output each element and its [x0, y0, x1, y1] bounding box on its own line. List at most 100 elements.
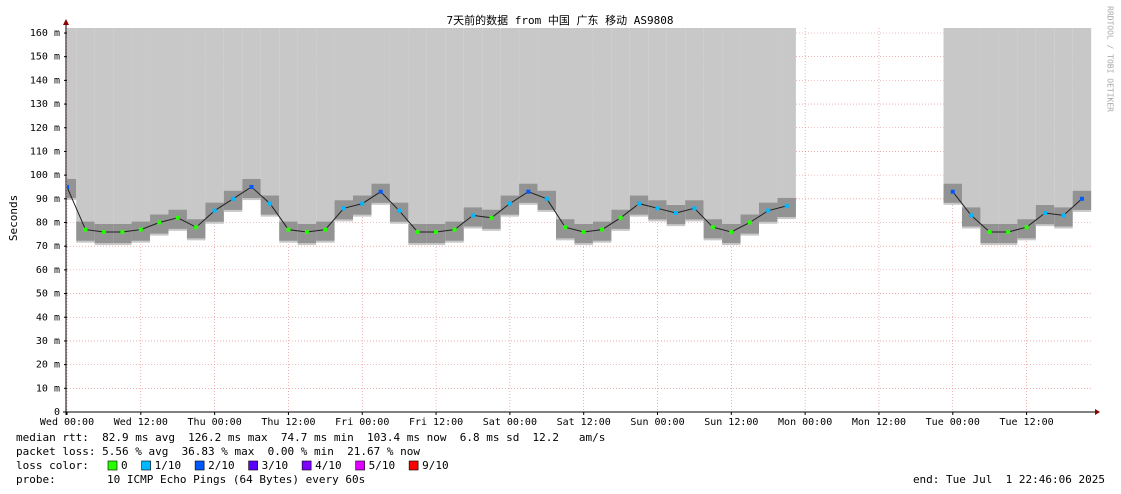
chart-title: 7天前的数据 from 中国 广东 移动 AS9808: [447, 13, 674, 27]
smoke: [426, 28, 446, 246]
legend-label: 1/10: [155, 459, 182, 472]
legend-label: 5/10: [369, 459, 396, 472]
y-tick-label: 10 m: [36, 383, 60, 394]
watermark: RRDTOOL / TOBI OETIKER: [1106, 6, 1115, 112]
smoke: [113, 28, 132, 246]
median-point: [1061, 213, 1066, 218]
smoke: [1054, 28, 1073, 229]
y-tick-label: 160 m: [30, 28, 60, 39]
x-tick-label: Tue 00:00: [926, 417, 980, 428]
legend-label: 2/10: [208, 459, 235, 472]
median-point: [673, 211, 678, 216]
legend-label: 0: [121, 459, 128, 472]
median-point: [563, 225, 568, 230]
median-point: [267, 201, 272, 206]
median-point: [249, 184, 254, 189]
smoke: [316, 28, 335, 243]
median-point: [507, 201, 512, 206]
smoke: [998, 28, 1018, 246]
x-tick-label: Sat 12:00: [557, 417, 611, 428]
median-point: [83, 227, 88, 232]
median-point: [415, 229, 420, 234]
y-tick-label: 150 m: [30, 52, 60, 63]
smoke: [371, 28, 390, 205]
median-point: [231, 196, 236, 201]
median-line: [67, 186, 1083, 233]
y-tick-label: 50 m: [36, 289, 60, 300]
smoke: [67, 28, 77, 201]
y-tick-label: 120 m: [30, 123, 60, 134]
median-point: [397, 208, 402, 213]
smoke: [76, 28, 95, 243]
legend-label: 3/10: [262, 459, 289, 472]
y-tick-label: 90 m: [36, 194, 60, 205]
median-point: [470, 213, 475, 218]
median-point: [360, 201, 365, 206]
median-point: [747, 220, 752, 225]
median-point: [323, 227, 328, 232]
stats-loss: packet loss: 5.56 % avg 36.83 % max 0.00…: [16, 445, 420, 458]
median-point: [286, 227, 291, 232]
legend-swatch: [107, 460, 118, 471]
smoke: [740, 28, 759, 236]
y-tick-label: 100 m: [30, 170, 60, 181]
median-point: [101, 229, 106, 234]
median-point: [67, 184, 69, 189]
smoke: [1017, 28, 1036, 241]
smoke: [168, 28, 187, 231]
smoke: [297, 28, 317, 246]
x-tick-label: Fri 00:00: [335, 417, 389, 428]
loss-legend-label: loss color:: [16, 459, 89, 472]
smoke: [777, 28, 796, 220]
legend-swatch: [141, 460, 151, 471]
x-tick-label: Sat 00:00: [483, 417, 537, 428]
smoke: [666, 28, 686, 227]
y-tick-label: 110 m: [30, 146, 60, 157]
smoke: [150, 28, 169, 236]
smoke: [611, 28, 630, 231]
smoke: [722, 28, 741, 246]
median-point: [489, 215, 494, 220]
median-point: [581, 229, 586, 234]
smoke: [500, 28, 520, 217]
smoke: [463, 28, 483, 229]
median-point: [600, 227, 605, 232]
median-point: [1043, 211, 1048, 216]
median-point: [655, 206, 660, 211]
smoke: [519, 28, 538, 205]
x-tick-label: Mon 00:00: [778, 417, 832, 428]
median-point: [544, 196, 549, 201]
smoke: [943, 28, 962, 205]
median-point: [120, 229, 125, 234]
median-point: [378, 189, 383, 194]
median-point: [434, 229, 439, 234]
y-axis-arrow: [63, 19, 69, 25]
smoke: [408, 28, 427, 246]
y-tick-label: 70 m: [36, 241, 60, 252]
smoke: [205, 28, 224, 224]
smoke: [629, 28, 649, 217]
legend-swatch: [301, 460, 312, 471]
smoke: [260, 28, 280, 217]
probe: 10 ICMP Echo Pings (64 Bytes) every 60s: [107, 473, 365, 486]
end-time: end: Tue Jul 1 22:46:06 2025: [913, 473, 1105, 486]
smoke: [223, 28, 243, 212]
x-tick-label: Wed 12:00: [114, 417, 168, 428]
median-point: [1024, 225, 1029, 230]
smoke: [353, 28, 372, 217]
median-point: [1006, 229, 1011, 234]
smoke: [980, 28, 999, 246]
smoke: [242, 28, 261, 201]
smoke: [334, 28, 354, 222]
x-tick-label: Thu 12:00: [261, 417, 315, 428]
smoke: [1072, 28, 1092, 212]
x-tick-label: Mon 12:00: [852, 417, 906, 428]
median-point: [784, 203, 789, 208]
legend-label: 4/10: [315, 459, 342, 472]
smoke: [131, 28, 151, 243]
y-tick-label: 0: [54, 407, 60, 418]
stats-median: median rtt: 82.9 ms avg 126.2 ms max 74.…: [16, 431, 605, 444]
smoke: [961, 28, 981, 229]
smoke: [574, 28, 593, 246]
